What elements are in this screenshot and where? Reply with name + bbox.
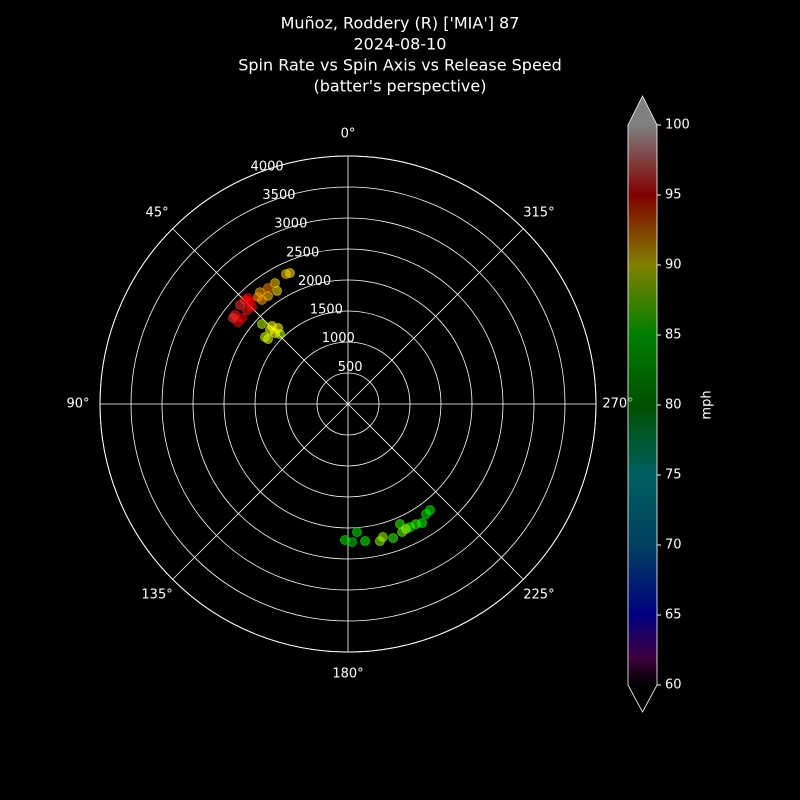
colorbar-tick-label: 100 [665,118,690,133]
data-point [246,301,257,312]
radial-tick-label: 3000 [274,217,307,232]
colorbar-tick-label: 95 [665,188,682,203]
angle-tick-label: 90° [66,397,89,412]
colorbar-label: mph [700,390,715,419]
data-point [417,517,428,528]
data-point [266,321,277,332]
colorbar-tick-label: 85 [665,328,682,343]
radial-tick-label: 4000 [251,159,284,174]
colorbar-tick-label: 60 [665,678,682,693]
angular-grid-line [347,228,524,405]
data-point [377,532,388,543]
radial-tick-label: 1000 [322,331,355,346]
chart-subtitle: Spin Rate vs Spin Axis vs Release Speed [238,56,562,75]
data-point [360,536,371,547]
data-point [351,527,362,538]
angle-tick-label: 225° [523,587,554,602]
angle-tick-label: 315° [523,206,554,221]
colorbar-extend-max [628,96,657,125]
data-point [272,285,283,296]
data-point [280,269,291,280]
chart-subtitle: (batter's perspective) [314,77,487,96]
radial-tick-label: 500 [338,360,363,375]
data-point [347,536,358,547]
polar-frame [99,155,597,653]
chart-subtitle: 2024-08-10 [354,35,447,54]
angle-tick-label: 45° [146,206,169,221]
angular-grid-line [172,228,349,405]
colorbar [628,96,657,712]
angular-grid-line [347,403,524,580]
radial-tick-label: 3500 [262,188,295,203]
data-point [424,505,435,516]
colorbar-tick-label: 75 [665,468,682,483]
angle-tick-label: 270° [602,397,633,412]
data-point [262,282,273,293]
data-point [274,329,285,340]
colorbar-gradient [628,125,657,685]
angle-tick-label: 0° [341,127,356,142]
data-point [262,333,273,344]
chart-title: Muñoz, Roddery (R) ['MIA'] 87 [281,14,520,33]
colorbar-tick-label: 80 [665,398,682,413]
colorbar-tick-label: 70 [665,538,682,553]
data-point [234,300,245,311]
radial-tick-label: 2500 [286,245,319,260]
data-point [401,524,412,535]
data-point [388,532,399,543]
angular-grid-line [172,403,349,580]
angle-tick-label: 180° [332,667,363,682]
data-point [228,312,239,323]
colorbar-extend-min [628,685,657,712]
radial-tick-label: 2000 [298,274,331,289]
data-point [256,319,267,330]
angle-tick-label: 135° [141,587,172,602]
colorbar-tick-label: 65 [665,608,682,623]
data-point [252,292,263,303]
colorbar-tick-label: 90 [665,258,682,273]
radial-tick-label: 1500 [310,303,343,318]
data-point [243,292,254,303]
